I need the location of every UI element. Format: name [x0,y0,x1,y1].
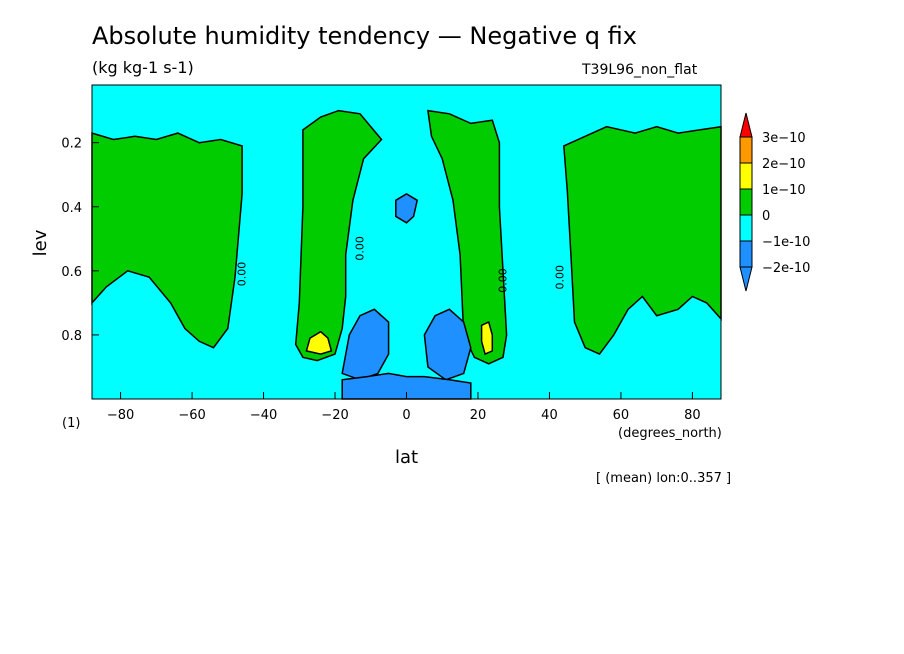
contour-region-positive-southern-subtropics [294,109,383,362]
contour-region-negative-northern-lobe [423,308,472,381]
contour-region-positive-northern-subtropics [427,109,508,365]
x-tick-label: 40 [541,408,558,423]
chart-title: Absolute humidity tendency — Negative q … [92,22,637,50]
y-tick-label: 0.8 [61,329,82,344]
colorbar-label: −2e-10 [762,261,810,276]
contour-label: 0.00 [354,236,367,260]
x-tick-label: −20 [321,408,348,423]
x-units-label: (degrees_north) [618,426,722,441]
colorbar-segment [739,136,753,164]
x-tick-label: 0 [402,408,410,423]
colorbar-segment [739,188,753,216]
x-tick-label: −40 [250,408,277,423]
colorbar-segment [739,214,753,242]
contour-label: 0.00 [236,262,249,287]
colorbar-top-arrow [739,112,753,138]
colorbar-label: 3e−10 [762,131,806,146]
contour-label: 0.00 [497,268,510,293]
y-tick-label: 0.2 [61,137,82,152]
x-tick-label: −80 [107,408,134,423]
colorbar-label: 1e−10 [762,183,806,198]
x-tick-label: −60 [178,408,205,423]
contour-region-positive-core-north [480,321,494,356]
run-label: T39L96_non_flat [582,62,698,78]
colorbar-label: 0 [762,209,770,224]
x-axis-label: lat [395,447,418,468]
colorbar-segment [739,240,753,268]
x-tick-label: 20 [470,408,487,423]
contour-region-negative-equatorial-upper [395,193,419,224]
colorbar-label: 2e−10 [762,157,806,172]
contour-region-positive-southern-polar [91,132,243,349]
y-tick-label: 0.4 [61,201,82,216]
mean-note: [ (mean) lon:0..357 ] [596,471,732,486]
chart-units: (kg kg-1 s-1) [92,58,194,77]
x-tick-label: 80 [684,408,701,423]
panel-index: (1) [62,416,81,431]
contour-region-positive-core-south [305,330,333,355]
colorbar-segment [739,162,753,190]
contour-label: 0.00 [554,265,567,290]
x-tick-label: 60 [613,408,630,423]
colorbar-bottom-arrow [739,266,753,292]
contour-region-positive-northern-polar [563,125,722,356]
y-axis-label: lev [30,229,51,256]
y-tick-label: 0.6 [61,265,82,280]
colorbar-label: −1e-10 [762,235,810,250]
